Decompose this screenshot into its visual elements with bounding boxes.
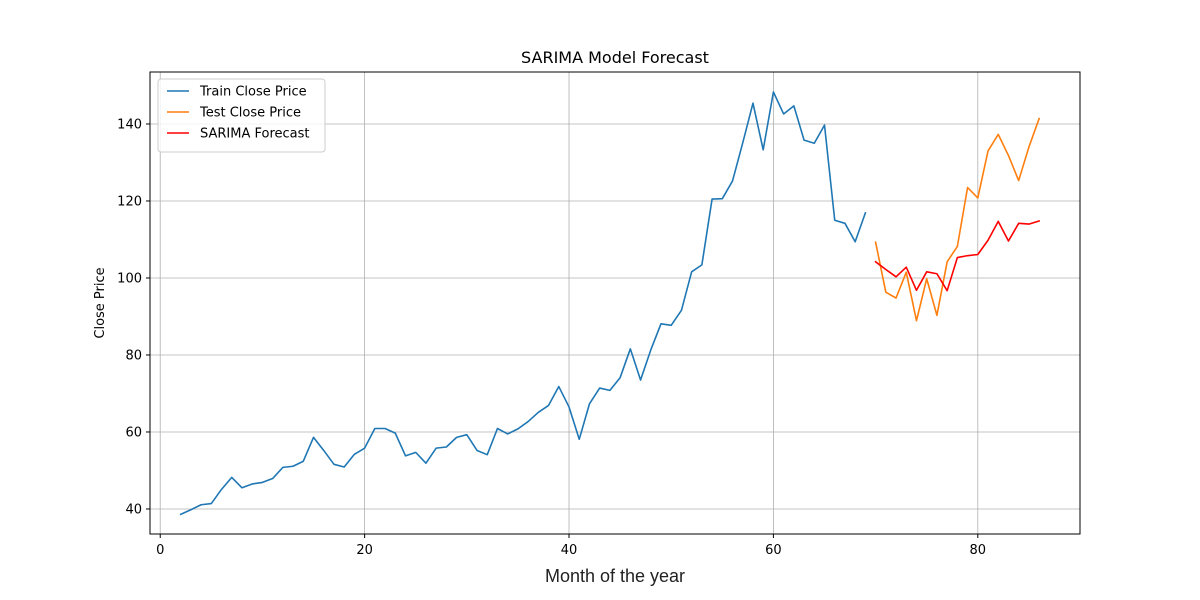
y-tick-label: 40 xyxy=(125,502,142,517)
chart-title: SARIMA Model Forecast xyxy=(521,48,709,67)
y-tick-label: 60 xyxy=(125,425,142,440)
x-tick-label: 60 xyxy=(765,543,782,558)
x-axis-label: Month of the year xyxy=(545,566,685,586)
y-tick-label: 80 xyxy=(125,348,142,363)
plot-frame xyxy=(149,71,1081,535)
legend-box xyxy=(157,78,326,153)
grid xyxy=(150,72,1080,534)
series-line-test-close-price xyxy=(874,117,1041,322)
series-line-train-close-price xyxy=(179,91,867,516)
series-line-sarima-forecast xyxy=(874,220,1041,292)
legend-label: SARIMA Forecast xyxy=(200,127,310,142)
x-tick-label: 40 xyxy=(561,543,578,558)
ticks: 0 20 40 60 80 40 60 80 100 120 140 xyxy=(117,117,986,558)
y-tick-label: 140 xyxy=(117,117,142,132)
legend: Train Close Price Test Close Price SARIMA … xyxy=(157,78,326,153)
legend-label: Test Close Price xyxy=(199,106,301,121)
x-tick-label: 80 xyxy=(970,543,987,558)
x-tick-label: 0 xyxy=(156,543,164,558)
x-tick-label: 20 xyxy=(356,543,373,558)
legend-label: Train Close Price xyxy=(199,85,307,100)
y-tick-label: 100 xyxy=(117,271,142,286)
y-tick-label: 120 xyxy=(117,194,142,209)
y-axis-label: Close Price xyxy=(93,267,108,338)
series-layer xyxy=(179,91,1041,516)
